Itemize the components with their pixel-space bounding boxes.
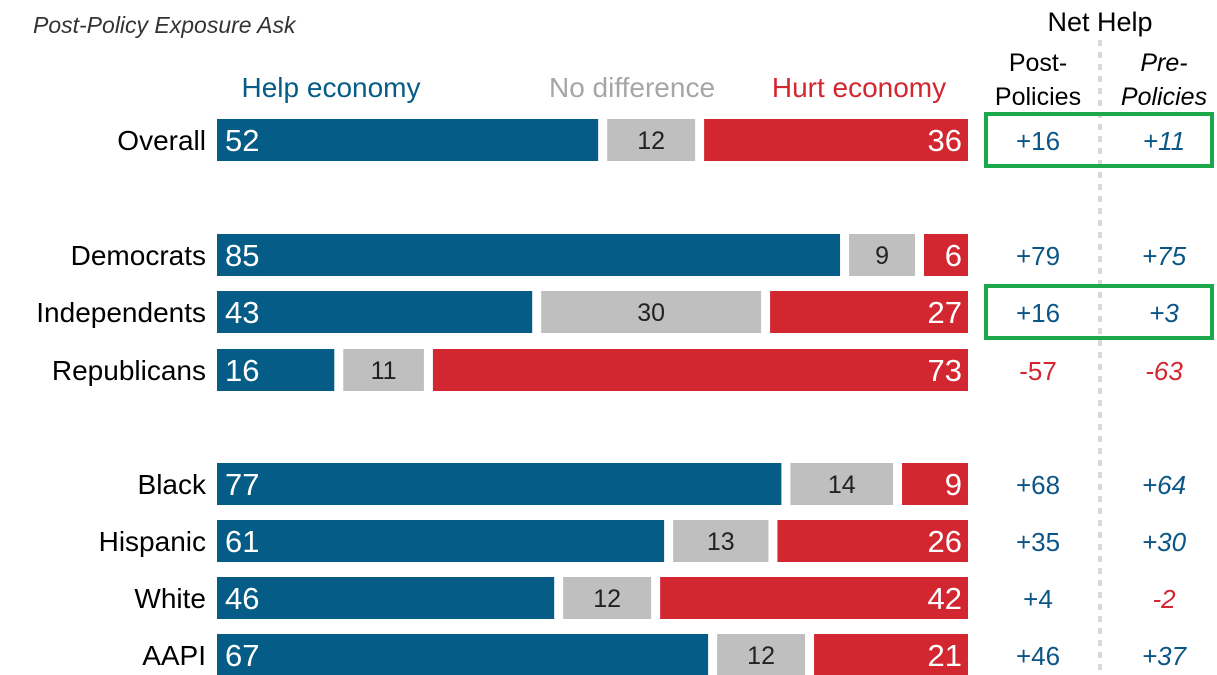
hurt-value-label: 6: [945, 238, 962, 273]
no-difference-value-label: 14: [828, 471, 856, 499]
chart-subtitle: Post-Policy Exposure Ask: [33, 12, 297, 38]
no-difference-bar: [343, 349, 424, 391]
hurt-value-label: 42: [928, 581, 962, 616]
help-bar: [217, 634, 709, 675]
row-label: Black: [138, 469, 207, 500]
hurt-value-label: 9: [945, 467, 962, 502]
help-bar: [217, 349, 335, 391]
no-difference-value-label: 9: [875, 242, 889, 270]
hurt-value-label: 21: [928, 638, 962, 673]
net-help-pre-value: +30: [1142, 527, 1187, 557]
net-help-post-value: +16: [1016, 298, 1060, 328]
no-difference-bar: [717, 634, 806, 675]
net-help-post-value: +16: [1016, 126, 1060, 156]
hurt-value-label: 26: [928, 524, 962, 559]
pre-policies-label-2: Policies: [1121, 83, 1207, 111]
row-black: Black 77 14 9 +68 +64: [138, 463, 1186, 505]
help-value-label: 46: [225, 581, 259, 616]
row-democrats: Democrats 85 9 6 +79 +75: [71, 234, 1187, 276]
highlight-boxes: [984, 112, 1214, 340]
no-difference-value-label: 12: [637, 127, 665, 155]
net-help-header: Net Help Post- Policies Pre- Policies: [995, 7, 1207, 111]
no-difference-bar: [563, 577, 652, 619]
highlight-box: [984, 112, 1214, 168]
no-difference-bar: [607, 119, 696, 161]
net-help-heading: Net Help: [1047, 7, 1152, 37]
row-label: White: [134, 583, 206, 614]
hurt-bar: [777, 520, 968, 562]
row-republicans: Republicans 16 11 73 -57 -63: [52, 349, 1183, 391]
hurt-bar: [432, 349, 968, 391]
row-label: Republicans: [52, 355, 206, 386]
post-policies-label-1: Post-: [1009, 49, 1067, 77]
help-value-label: 85: [225, 238, 259, 273]
row-independents: Independents 43 30 27 +16 +3: [36, 291, 1179, 333]
hurt-value-label: 27: [928, 295, 962, 330]
hurt-bar: [660, 577, 968, 619]
row-label: Hispanic: [99, 526, 206, 557]
no-difference-bar: [849, 234, 916, 276]
no-difference-value-label: 30: [637, 299, 665, 327]
row-label: Overall: [117, 125, 206, 156]
net-help-post-value: -57: [1019, 356, 1057, 386]
hurt-bar: [902, 463, 968, 505]
net-help-pre-value: -63: [1145, 356, 1183, 386]
no-difference-value-label: 12: [747, 642, 775, 670]
legend-item-no-difference: No difference: [549, 72, 715, 103]
help-value-label: 67: [225, 638, 259, 673]
help-bar: [217, 291, 533, 333]
row-label: Democrats: [71, 240, 206, 271]
net-help-pre-value: -2: [1152, 584, 1176, 614]
help-bar: [217, 463, 782, 505]
row-label: Independents: [36, 297, 206, 328]
net-help-post-value: +46: [1016, 641, 1060, 671]
help-bar: [217, 520, 665, 562]
row-label: AAPI: [142, 640, 206, 671]
help-bar: [217, 234, 841, 276]
hurt-bar: [770, 291, 968, 333]
legend-item-help: Help economy: [242, 72, 421, 103]
hurt-bar: [704, 119, 968, 161]
legend: Help economy No difference Hurt economy: [242, 72, 947, 103]
help-value-label: 77: [225, 467, 259, 502]
no-difference-value-label: 12: [593, 585, 621, 613]
hurt-value-label: 36: [928, 123, 962, 158]
help-bar: [217, 119, 599, 161]
highlight-box: [984, 284, 1214, 340]
legend-item-hurt: Hurt economy: [772, 72, 946, 103]
net-help-pre-value: +11: [1143, 126, 1185, 156]
help-value-label: 16: [225, 353, 259, 388]
post-policies-label-2: Policies: [995, 83, 1081, 111]
no-difference-bar: [541, 291, 762, 333]
help-value-label: 43: [225, 295, 259, 330]
help-bar: [217, 577, 555, 619]
net-help-pre-value: +64: [1142, 470, 1186, 500]
net-help-post-value: +35: [1016, 527, 1060, 557]
chart-rows: Overall 52 12 36 +16 +11 Democrats 85 9 6 +79 +75 In…: [36, 119, 1188, 675]
net-help-post-value: +79: [1016, 241, 1060, 271]
help-value-label: 61: [225, 524, 259, 559]
no-difference-value-label: 11: [371, 357, 397, 385]
row-white: White 46 12 42 +4 -2: [134, 577, 1176, 619]
net-help-post-value: +68: [1016, 470, 1060, 500]
hurt-value-label: 73: [928, 353, 962, 388]
no-difference-bar: [790, 463, 894, 505]
hurt-bar: [814, 634, 968, 675]
pre-policies-label-1: Pre-: [1140, 49, 1187, 77]
no-difference-value-label: 13: [707, 528, 735, 556]
net-help-pre-value: +3: [1149, 298, 1179, 328]
no-difference-bar: [673, 520, 769, 562]
hurt-bar: [924, 234, 968, 276]
net-help-pre-value: +37: [1142, 641, 1188, 671]
row-overall: Overall 52 12 36 +16 +11: [117, 119, 1185, 161]
row-aapi: AAPI 67 12 21 +46 +37: [142, 634, 1188, 675]
row-hispanic: Hispanic 61 13 26 +35 +30: [99, 520, 1187, 562]
help-value-label: 52: [225, 123, 259, 158]
net-help-post-value: +4: [1023, 584, 1053, 614]
net-help-pre-value: +75: [1142, 241, 1187, 271]
